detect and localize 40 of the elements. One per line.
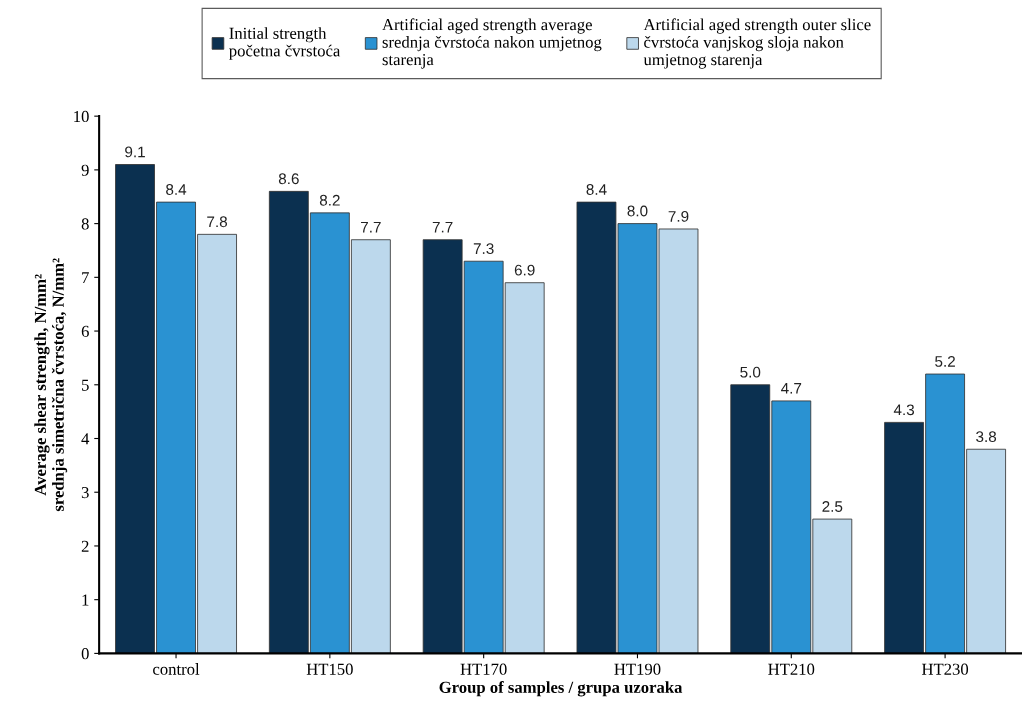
y-tick-label: 7 (82, 272, 89, 284)
data-label: 7.9 (668, 210, 689, 222)
data-label: 2.5 (822, 501, 843, 512)
y-tick-label: 9 (81, 164, 89, 176)
y-tick-label: 2 (81, 540, 89, 552)
data-label: 8.6 (278, 173, 299, 185)
x-tick-label: HT170 (460, 663, 507, 675)
data-label: 6.9 (514, 264, 535, 276)
data-label: 3.8 (976, 431, 997, 443)
data-label: 8.0 (627, 205, 648, 217)
data-label: 9.1 (125, 146, 145, 158)
y-tick-label: 8 (81, 218, 89, 230)
data-label: 8.2 (319, 194, 340, 206)
legend-label: Artificial aged strength outer slice čvrstoća vanjskog sloja nakon umjetnog starenja (643, 18, 871, 69)
data-label: 7.7 (432, 221, 453, 233)
y-axis-title: Average shear strength, N/mm² srednja simetrična čvrstoća, N/mm² (34, 258, 68, 512)
y-tick-label: 3 (81, 486, 89, 499)
x-tick-label: HT230 (921, 663, 969, 675)
data-label: 7.7 (361, 221, 381, 233)
data-label: 4.3 (893, 404, 915, 416)
data-label: 7.3 (473, 243, 494, 255)
x-tick-label: HT150 (306, 663, 353, 675)
y-tick-label: 4 (81, 433, 90, 445)
x-tick-label: HT190 (614, 663, 661, 675)
y-tick-label: 0 (81, 648, 89, 660)
y-tick-label: 1 (82, 594, 89, 606)
y-tick-label: 10 (74, 110, 89, 123)
legend-label: Initial strength početna čvrstoća (229, 27, 341, 60)
y-tick-label: 6 (81, 325, 89, 337)
x-axis-title: Group of samples / grupa uzoraka (439, 681, 683, 697)
x-tick-label: HT210 (768, 663, 815, 675)
data-label: 5.2 (935, 356, 955, 367)
y-tick-label: 5 (82, 379, 89, 391)
data-label: 8.4 (166, 184, 187, 195)
data-label: 7.8 (207, 216, 228, 228)
data-label: 5.0 (740, 366, 761, 378)
data-label: 8.4 (586, 184, 607, 195)
data-label: 4.7 (781, 383, 802, 394)
legend-label: Artificial aged strength average srednja čvrstoća nakon umjetnog starenja (382, 18, 602, 69)
x-tick-label: control (153, 663, 200, 675)
